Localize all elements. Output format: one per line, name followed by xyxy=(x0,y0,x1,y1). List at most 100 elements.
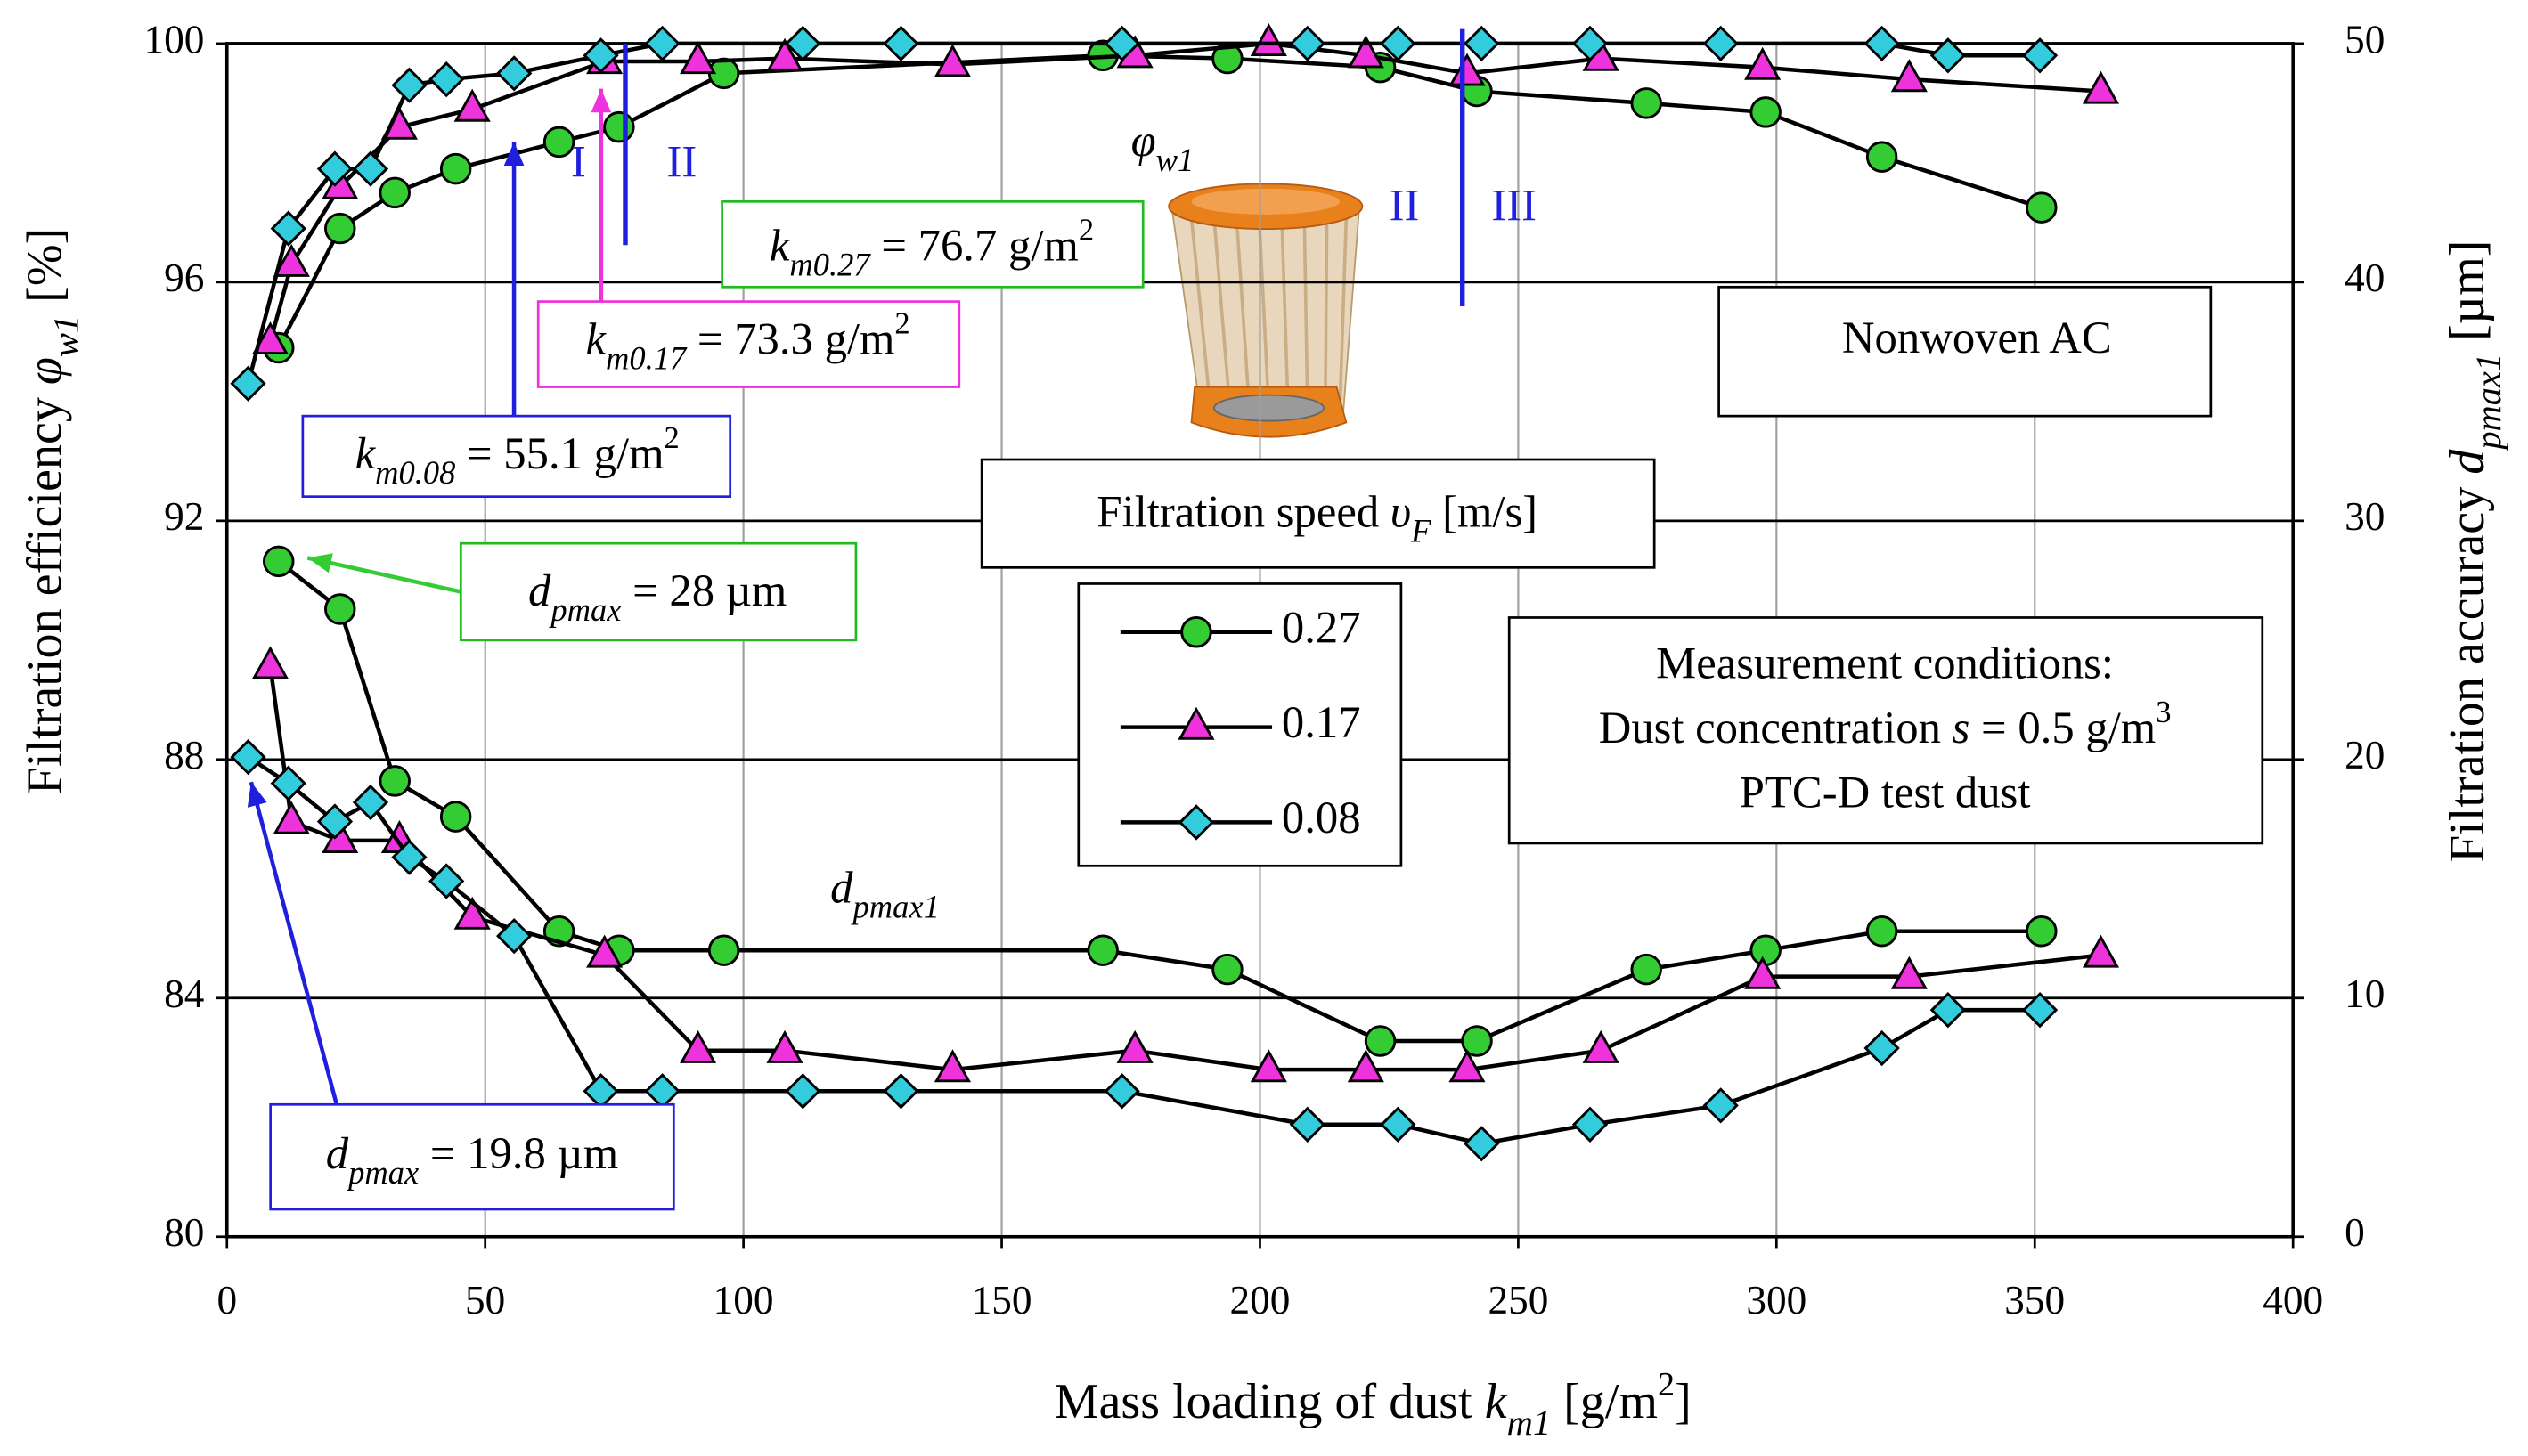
text-segment: k xyxy=(770,220,791,270)
annotation-box xyxy=(301,414,732,499)
text-segment: = 73.3 g/m xyxy=(686,313,894,363)
data-point xyxy=(2021,37,2059,74)
data-point xyxy=(766,1029,803,1063)
text-segment: m0.27 xyxy=(789,247,871,283)
data-point xyxy=(785,25,821,62)
text-segment: k xyxy=(586,313,608,363)
data-point xyxy=(270,210,306,247)
text-segment: pmax xyxy=(346,1154,419,1191)
x-tick-label: 300 xyxy=(1746,1278,1806,1322)
data-point xyxy=(270,765,306,801)
y-tick-label: 92 xyxy=(164,494,204,539)
data-point xyxy=(1749,96,1782,128)
y-tick-label: 88 xyxy=(164,733,204,777)
data-point xyxy=(1582,1029,1619,1063)
text-segment: 3 xyxy=(2156,695,2171,729)
arrow-head xyxy=(503,142,525,167)
legend-title-box xyxy=(980,458,1656,569)
legend-title: Filtration speed υF [m/s] xyxy=(1097,486,1537,549)
text-segment: [%] xyxy=(17,228,72,315)
data-point xyxy=(1347,1049,1384,1083)
annotation: Nonwoven AC xyxy=(1842,312,2112,362)
y2-tick-label: 20 xyxy=(2345,733,2385,777)
data-point xyxy=(934,1049,972,1083)
data-point xyxy=(1448,53,1486,86)
data-point xyxy=(251,646,289,679)
text-segment: ] xyxy=(1675,1374,1692,1429)
text-segment: = 76.7 g/m xyxy=(870,220,1079,270)
data-point xyxy=(680,41,717,75)
text-segment: [m/s] xyxy=(1431,486,1537,536)
data-point xyxy=(1630,87,1662,119)
data-point xyxy=(2082,70,2120,104)
data-point xyxy=(391,839,428,875)
text-segment: II xyxy=(1390,180,1420,230)
annotation: φw1 xyxy=(1131,116,1195,178)
data-point xyxy=(1571,25,1609,62)
data-point xyxy=(603,110,635,143)
text-segment: F xyxy=(1410,512,1431,549)
x-tick-label: 250 xyxy=(1488,1278,1548,1322)
text-segment: Nonwoven AC xyxy=(1842,312,2112,362)
data-point xyxy=(934,44,972,77)
text-segment: Dust concentration xyxy=(1599,703,1953,752)
text-segment: k xyxy=(355,428,377,478)
legend-label: 0.27 xyxy=(1282,602,1361,652)
data-point xyxy=(644,25,681,62)
data-point xyxy=(1929,37,1966,74)
data-point xyxy=(1571,1106,1609,1143)
data-point xyxy=(1250,22,1287,57)
annotation: km0.27 = 76.7 g/m2 xyxy=(770,214,1094,283)
data-point xyxy=(1104,1073,1140,1110)
y2-tick-label: 10 xyxy=(2345,972,2385,1016)
data-point xyxy=(883,25,919,62)
text-segment: pmax xyxy=(548,591,621,628)
y-tick-label: 100 xyxy=(144,17,205,61)
y2-axis-label: Filtration accuracy dpmax1 [µm] xyxy=(2440,240,2508,863)
data-point xyxy=(322,820,359,854)
data-point xyxy=(352,150,389,187)
text-segment: Measurement conditions: xyxy=(1656,638,2114,687)
text-segment: I xyxy=(571,136,586,186)
data-point xyxy=(542,126,575,159)
data-point xyxy=(1630,953,1662,986)
x-tick-label: 50 xyxy=(465,1278,505,1322)
data-point xyxy=(316,150,354,187)
series-line xyxy=(246,41,2041,385)
data-point xyxy=(230,738,266,776)
text-segment: [µm] xyxy=(2440,240,2495,354)
annotation: km0.08 = 55.1 g/m2 xyxy=(355,421,680,491)
data-point xyxy=(2026,191,2058,224)
data-point xyxy=(766,37,803,71)
annotation-box xyxy=(536,300,961,388)
text-segment: 2 xyxy=(1658,1366,1675,1403)
data-point xyxy=(1461,1025,1493,1057)
arrow-head xyxy=(307,553,333,573)
y2-tick-label: 30 xyxy=(2345,494,2385,539)
filter-image xyxy=(1168,183,1364,438)
data-point xyxy=(352,784,389,821)
x-tick-label: 100 xyxy=(714,1278,774,1322)
data-point xyxy=(439,801,472,833)
data-point xyxy=(273,801,310,834)
data-point xyxy=(1380,25,1416,62)
text-segment: 2 xyxy=(665,421,680,455)
text-segment: Filtration speed xyxy=(1097,486,1390,536)
y-tick-label: 96 xyxy=(164,256,204,300)
text-segment: φ xyxy=(17,357,72,385)
data-point xyxy=(1087,934,1119,966)
text-segment: d xyxy=(830,862,853,912)
data-point xyxy=(2021,992,2059,1029)
annotation: dpmax = 28 µm xyxy=(528,565,787,628)
text-segment: m0.17 xyxy=(606,340,688,377)
text-segment: = 19.8 µm xyxy=(419,1128,618,1178)
y2-tick-label: 0 xyxy=(2345,1210,2365,1255)
data-point xyxy=(273,243,310,277)
data-point xyxy=(453,88,491,122)
data-point xyxy=(379,176,411,209)
y-tick-label: 80 xyxy=(164,1210,204,1255)
annotation: II xyxy=(1390,180,1420,230)
data-point xyxy=(1749,934,1782,966)
